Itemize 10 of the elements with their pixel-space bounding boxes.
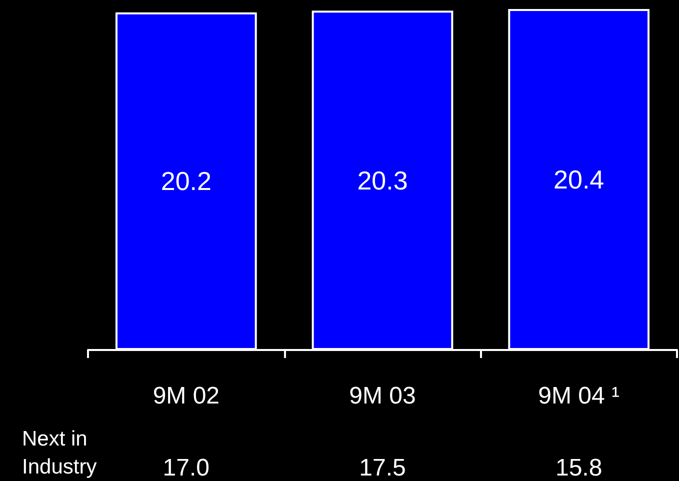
data-label: 20.2 — [160, 166, 212, 196]
text: 17.5 — [359, 454, 406, 481]
text: 17.0 — [162, 454, 210, 481]
text: 15.8 — [555, 454, 602, 481]
text: Next in Industry — [22, 428, 98, 478]
x-tick-label: 9M 02 — [152, 382, 220, 410]
data-label: 20.3 — [357, 165, 408, 196]
x-tick-label: 9M 03 — [349, 382, 416, 410]
x-tick-label: 9M 04 ¹ — [538, 382, 620, 410]
data-label: 20.4 — [554, 164, 604, 194]
